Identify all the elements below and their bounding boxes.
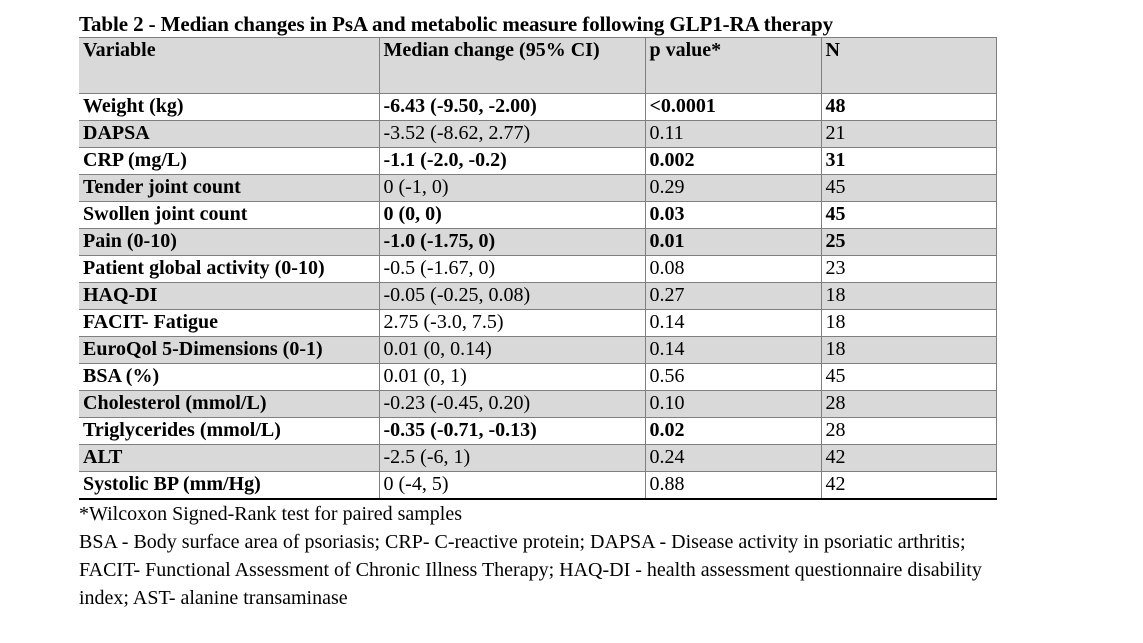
cell-p-value: 0.10	[644, 390, 822, 418]
cell-n: 18	[820, 282, 997, 310]
table-row: Patient global activity (0-10) -0.5 (-1.6…	[79, 255, 997, 283]
cell-n: 21	[820, 120, 997, 148]
table-notes: *Wilcoxon Signed-Rank test for paired sa…	[79, 500, 1009, 612]
cell-median-change: 2.75 (-3.0, 7.5)	[378, 309, 646, 337]
cell-variable: BSA (%)	[79, 363, 380, 391]
header-n: N	[820, 37, 997, 94]
cell-variable: Swollen joint count	[79, 201, 380, 229]
cell-n: 23	[820, 255, 997, 283]
cell-n: 28	[820, 417, 997, 445]
cell-n: 42	[820, 471, 997, 500]
cell-p-value: 0.56	[644, 363, 822, 391]
cell-median-change: -1.1 (-2.0, -0.2)	[378, 147, 646, 175]
cell-median-change: -6.43 (-9.50, -2.00)	[378, 93, 646, 121]
cell-variable: Weight (kg)	[79, 93, 380, 121]
cell-n: 18	[820, 336, 997, 364]
table-row: Weight (kg) -6.43 (-9.50, -2.00) <0.0001 48	[79, 93, 997, 121]
cell-p-value: 0.002	[644, 147, 822, 175]
cell-median-change: -1.0 (-1.75, 0)	[378, 228, 646, 256]
cell-n: 45	[820, 201, 997, 229]
cell-p-value: 0.14	[644, 309, 822, 337]
cell-variable: EuroQol 5-Dimensions (0-1)	[79, 336, 380, 364]
cell-median-change: -0.5 (-1.67, 0)	[378, 255, 646, 283]
cell-p-value: 0.24	[644, 444, 822, 472]
cell-n: 18	[820, 309, 997, 337]
cell-n: 48	[820, 93, 997, 121]
cell-median-change: -3.52 (-8.62, 2.77)	[378, 120, 646, 148]
cell-p-value: 0.27	[644, 282, 822, 310]
cell-p-value: 0.14	[644, 336, 822, 364]
cell-variable: FACIT- Fatigue	[79, 309, 380, 337]
header-variable: Variable	[79, 37, 380, 94]
cell-median-change: -0.23 (-0.45, 0.20)	[378, 390, 646, 418]
header-median-change: Median change (95% CI)	[378, 37, 646, 94]
abbreviations: BSA - Body surface area of psoriasis; CR…	[79, 530, 982, 609]
cell-n: 45	[820, 363, 997, 391]
table-row: CRP (mg/L) -1.1 (-2.0, -0.2) 0.002 31	[79, 147, 997, 175]
cell-p-value: 0.88	[644, 471, 822, 500]
cell-p-value: 0.01	[644, 228, 822, 256]
cell-n: 45	[820, 174, 997, 202]
table-row: Cholesterol (mmol/L) -0.23 (-0.45, 0.20) 0…	[79, 390, 997, 418]
cell-p-value: 0.11	[644, 120, 822, 148]
cell-variable: Cholesterol (mmol/L)	[79, 390, 380, 418]
table-header-row: Variable Median change (95% CI) p value*…	[79, 37, 997, 94]
cell-median-change: 0 (-4, 5)	[378, 471, 646, 500]
table-row: HAQ-DI -0.05 (-0.25, 0.08) 0.27 18	[79, 282, 997, 310]
table-row: BSA (%) 0.01 (0, 1) 0.56 45	[79, 363, 997, 391]
cell-median-change: -2.5 (-6, 1)	[378, 444, 646, 472]
cell-variable: CRP (mg/L)	[79, 147, 380, 175]
cell-median-change: -0.05 (-0.25, 0.08)	[378, 282, 646, 310]
cell-variable: Systolic BP (mm/Hg)	[79, 471, 380, 500]
cell-median-change: 0 (0, 0)	[378, 201, 646, 229]
table-row: Triglycerides (mmol/L) -0.35 (-0.71, -0.1…	[79, 417, 997, 445]
table-row: DAPSA -3.52 (-8.62, 2.77) 0.11 21	[79, 120, 997, 148]
cell-variable: DAPSA	[79, 120, 380, 148]
cell-variable: HAQ-DI	[79, 282, 380, 310]
cell-median-change: 0.01 (0, 1)	[378, 363, 646, 391]
cell-n: 42	[820, 444, 997, 472]
cell-median-change: 0.01 (0, 0.14)	[378, 336, 646, 364]
cell-variable: ALT	[79, 444, 380, 472]
document-page: Table 2 - Median changes in PsA and meta…	[79, 12, 1079, 612]
cell-p-value: 0.08	[644, 255, 822, 283]
table-row: EuroQol 5-Dimensions (0-1) 0.01 (0, 0.14)…	[79, 336, 997, 364]
header-p-value: p value*	[644, 37, 822, 94]
cell-median-change: 0 (-1, 0)	[378, 174, 646, 202]
cell-variable: Patient global activity (0-10)	[79, 255, 380, 283]
table-row: Pain (0-10) -1.0 (-1.75, 0) 0.01 25	[79, 228, 997, 256]
table-body: Weight (kg) -6.43 (-9.50, -2.00) <0.0001 48…	[79, 93, 997, 500]
table-row: Systolic BP (mm/Hg) 0 (-4, 5) 0.88 42	[79, 471, 997, 500]
table-row: Tender joint count 0 (-1, 0) 0.29 45	[79, 174, 997, 202]
cell-median-change: -0.35 (-0.71, -0.13)	[378, 417, 646, 445]
cell-p-value: 0.29	[644, 174, 822, 202]
footnote: *Wilcoxon Signed-Rank test for paired sa…	[79, 502, 462, 525]
cell-p-value: 0.02	[644, 417, 822, 445]
cell-n: 25	[820, 228, 997, 256]
table-row: ALT -2.5 (-6, 1) 0.24 42	[79, 444, 997, 472]
cell-variable: Tender joint count	[79, 174, 380, 202]
cell-n: 28	[820, 390, 997, 418]
results-table: Variable Median change (95% CI) p value*…	[79, 37, 997, 500]
cell-variable: Triglycerides (mmol/L)	[79, 417, 380, 445]
cell-p-value: 0.03	[644, 201, 822, 229]
table-row: Swollen joint count 0 (0, 0) 0.03 45	[79, 201, 997, 229]
cell-p-value: <0.0001	[644, 93, 822, 121]
cell-n: 31	[820, 147, 997, 175]
table-caption: Table 2 - Median changes in PsA and meta…	[79, 12, 833, 36]
cell-variable: Pain (0-10)	[79, 228, 380, 256]
table-row: FACIT- Fatigue 2.75 (-3.0, 7.5) 0.14 18	[79, 309, 997, 337]
